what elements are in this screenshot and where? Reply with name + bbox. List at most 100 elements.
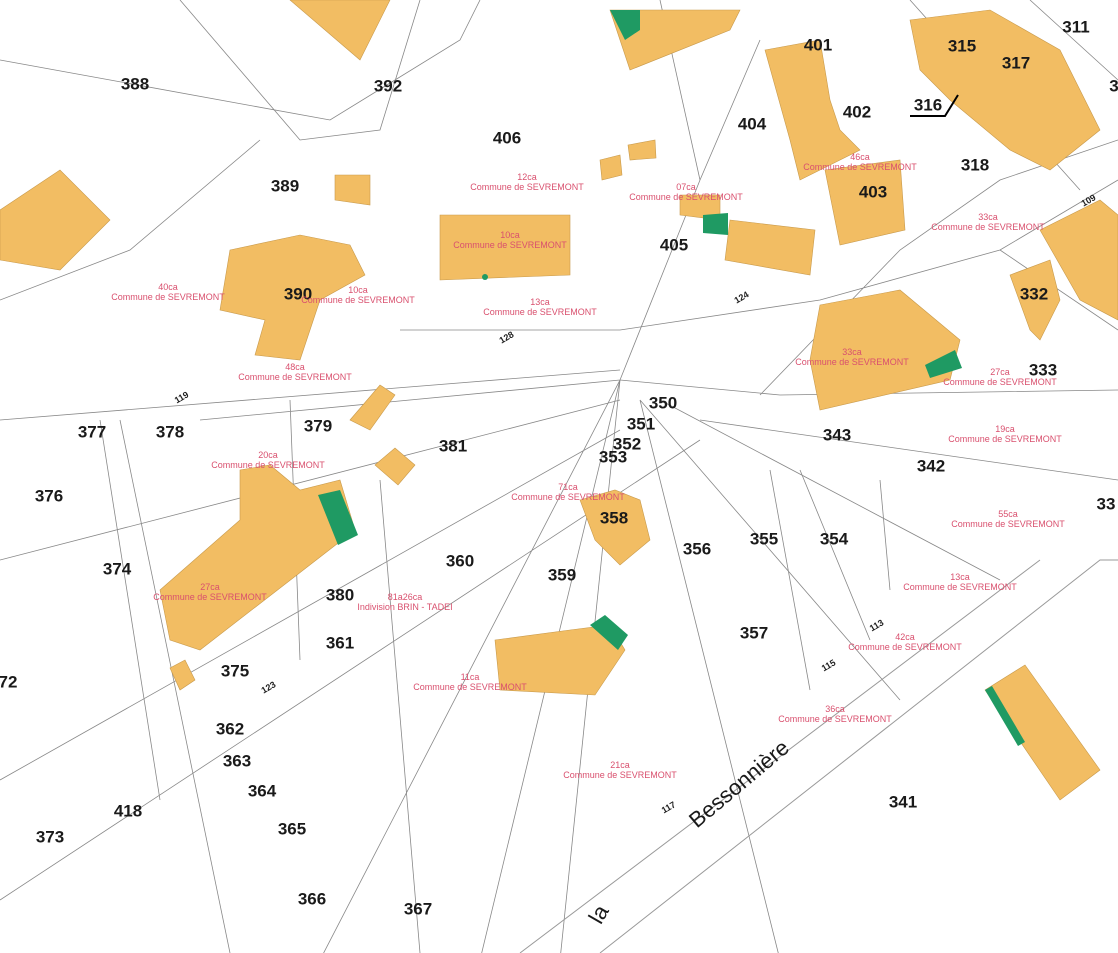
owner-label: Commune de SEVREMONT	[470, 182, 584, 192]
owner-label: Commune de SEVREMONT	[511, 492, 625, 502]
parcel-number: 351	[627, 414, 655, 433]
parcel-number: 341	[889, 792, 917, 811]
owner-label: Commune de SEVREMONT	[795, 357, 909, 367]
parcel-number: 358	[600, 508, 628, 527]
parcel-number: 365	[278, 819, 306, 838]
parcel-number: 377	[78, 422, 106, 441]
parcel-number: 403	[859, 182, 887, 201]
parcel-number: 342	[917, 456, 945, 475]
parcel-number: 381	[439, 436, 467, 455]
parcel-number: 364	[248, 781, 277, 800]
house-number: 128	[497, 329, 515, 345]
parcel-number: 355	[750, 529, 778, 548]
owner-label: Commune de SEVREMONT	[111, 292, 225, 302]
parcel-number: 379	[304, 416, 332, 435]
buildings	[0, 0, 1118, 801]
parcel-number: 402	[843, 102, 871, 121]
parcel-number: 360	[446, 551, 474, 570]
parcel-number: 392	[374, 76, 402, 95]
parcel-number: 404	[738, 114, 767, 133]
owner-label: Commune de SEVREMONT	[153, 592, 267, 602]
parcel-number: 311	[1062, 17, 1089, 36]
parcel-number: 374	[103, 559, 132, 578]
street-article: la	[583, 900, 614, 928]
parcel-number: 376	[35, 486, 63, 505]
owner-label: Commune de SEVREMONT	[483, 307, 597, 317]
area-label: 40ca	[158, 282, 178, 292]
parcel-number: 363	[223, 751, 251, 770]
area-label: 10ca	[348, 285, 368, 295]
area-label: 13ca	[530, 297, 550, 307]
area-label: 21ca	[610, 760, 630, 770]
owner-label: Commune de SEVREMONT	[778, 714, 892, 724]
owner-label: Commune de SEVREMONT	[951, 519, 1065, 529]
parcel-number: 354	[820, 529, 849, 548]
owner-label: Commune de SEVREMONT	[943, 377, 1057, 387]
area-label: 71ca	[558, 482, 578, 492]
house-number: 113	[868, 617, 886, 633]
parcel-number: 367	[404, 899, 432, 918]
house-number: 123	[259, 679, 277, 695]
owner-label: Indivision BRIN - TADEI	[357, 602, 452, 612]
parcel-number: 375	[221, 661, 249, 680]
owner-label: Commune de SEVREMONT	[803, 162, 917, 172]
parcel-number: 389	[271, 176, 299, 195]
parcel-number: 362	[216, 719, 244, 738]
owner-label: Commune de SEVREMONT	[238, 372, 352, 382]
parcel-number: 388	[121, 74, 149, 93]
house-number: 115	[820, 657, 838, 673]
parcel-number: 352	[613, 434, 641, 453]
area-label: 19ca	[995, 424, 1015, 434]
area-label: 13ca	[950, 572, 970, 582]
owner-label: Commune de SEVREMONT	[848, 642, 962, 652]
parcel-number: 361	[326, 633, 354, 652]
labels: 388 392 401 315 317 311 316 406 404 402 318 389 403 4…	[0, 17, 1118, 927]
parcel-number: 373	[36, 827, 64, 846]
parcel-number: 357	[740, 623, 768, 642]
parcel-number: 353	[599, 447, 627, 466]
area-label: 46ca	[850, 152, 870, 162]
area-label: 36ca	[825, 704, 845, 714]
parcel-number: 356	[683, 539, 711, 558]
parcel-number: 317	[1002, 53, 1030, 72]
area-label: 33ca	[978, 212, 998, 222]
area-label: 81a26ca	[388, 592, 423, 602]
street-name: Bessonnière	[684, 735, 794, 833]
area-label: 11ca	[461, 672, 480, 682]
area-label: 48ca	[285, 362, 305, 372]
parcel-number: 333	[1029, 360, 1057, 379]
area-label: 20ca	[258, 450, 278, 460]
owner-label: Commune de SEVREMONT	[948, 434, 1062, 444]
area-label: 42ca	[895, 632, 915, 642]
house-number: 124	[732, 289, 750, 305]
parcel-number: 418	[114, 801, 142, 820]
parcel-number: 405	[660, 235, 688, 254]
area-label: 33ca	[842, 347, 862, 357]
parcel-number: 33	[1097, 494, 1116, 513]
owner-label: Commune de SEVREMONT	[629, 192, 743, 202]
area-label: 27ca	[990, 367, 1010, 377]
parcel-number: 318	[961, 155, 989, 174]
area-label: 07ca	[676, 182, 696, 192]
parcel-number: 390	[284, 284, 312, 303]
parcel-number: 315	[948, 36, 976, 55]
parcel-number: 401	[804, 35, 832, 54]
area-label: 27ca	[200, 582, 220, 592]
area-label: 55ca	[998, 509, 1018, 519]
parcel-number: 3	[1109, 76, 1118, 95]
owner-label: Commune de SEVREMONT	[301, 295, 415, 305]
parcel-number: 350	[649, 393, 677, 412]
parcel-number: 406	[493, 128, 521, 147]
parcel-316-marker	[910, 94, 959, 117]
parcel-number: 72	[0, 672, 17, 691]
parcel-number: 343	[823, 425, 851, 444]
parcel-number: 378	[156, 422, 184, 441]
owner-label: Commune de SEVREMONT	[563, 770, 677, 780]
owner-label: Commune de SEVREMONT	[931, 222, 1045, 232]
owner-label: Commune de SEVREMONT	[211, 460, 325, 470]
area-label: 10ca	[500, 230, 520, 240]
owner-label: Commune de SEVREMONT	[413, 682, 527, 692]
house-number: 117	[660, 799, 678, 815]
